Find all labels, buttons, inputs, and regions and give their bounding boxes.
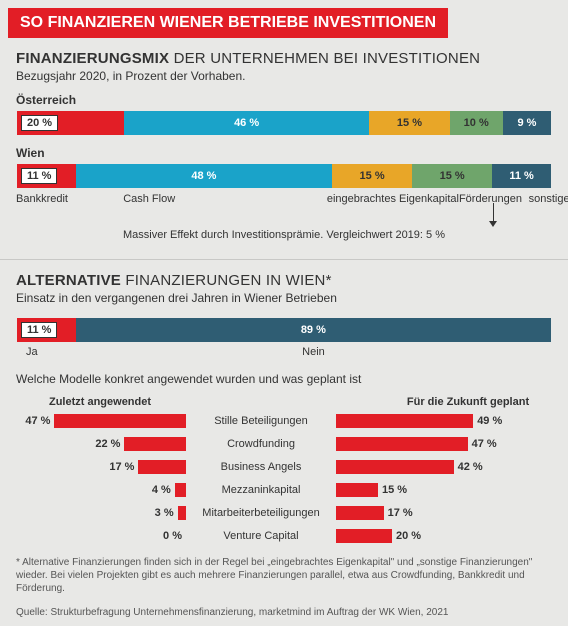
bar-segment: 48 % bbox=[76, 164, 332, 188]
alternative-bar: 11 %89 % bbox=[16, 317, 552, 343]
category-label: Cash Flow bbox=[123, 193, 327, 205]
butterfly-center-label: Mezzaninkapital bbox=[186, 484, 336, 496]
butterfly-right-header: Für die Zukunft geplant bbox=[284, 396, 552, 408]
bar-segment: 11 % bbox=[17, 164, 76, 188]
butterfly-row: 22 % Crowdfunding 47 % bbox=[16, 434, 552, 454]
stacked-row-label: Wien bbox=[16, 146, 552, 160]
footnote: * Alternative Finanzierungen finden sich… bbox=[16, 556, 552, 595]
section1-title: FINANZIERUNGSMIX DER UNTERNEHMEN BEI INV… bbox=[16, 50, 552, 67]
butterfly-row: 4 % Mezzaninkapital 15 % bbox=[16, 480, 552, 500]
section1-note: Massiver Effekt durch Investitionsprämie… bbox=[16, 229, 552, 241]
source: Quelle: Strukturbefragung Unternehmensfi… bbox=[16, 607, 552, 618]
butterfly-right-pct: 42 % bbox=[458, 461, 483, 473]
bar-segment: 11 % bbox=[17, 318, 76, 342]
category-labels: BankkreditCash Floweingebrachtes Eigenka… bbox=[16, 193, 552, 205]
bar-segment: 15 % bbox=[412, 164, 492, 188]
butterfly-right-pct: 49 % bbox=[477, 415, 502, 427]
butterfly-row: 17 % Business Angels 42 % bbox=[16, 457, 552, 477]
section-alternative: ALTERNATIVE FINANZIERUNGEN IN WIEN* Eins… bbox=[0, 260, 568, 626]
butterfly-right-bar bbox=[336, 483, 378, 497]
foerderungen-pointer bbox=[434, 203, 552, 227]
butterfly-right-pct: 47 % bbox=[472, 438, 497, 450]
bar-segment: 9 % bbox=[503, 111, 551, 135]
bar-segment: 20 % bbox=[17, 111, 124, 135]
butterfly-title: Welche Modelle konkret angewendet wurden… bbox=[16, 372, 552, 386]
stacked-row-label: Österreich bbox=[16, 93, 552, 107]
butterfly-right-pct: 17 % bbox=[388, 507, 413, 519]
bar-segment: 46 % bbox=[124, 111, 370, 135]
butterfly-left-pct: 3 % bbox=[155, 507, 174, 519]
category-label: eingebrachtes Eigenkapital bbox=[327, 193, 459, 205]
category-label: Förderungen bbox=[459, 193, 529, 205]
butterfly-right-bar bbox=[336, 437, 468, 451]
butterfly-center-label: Venture Capital bbox=[186, 530, 336, 542]
butterfly-right-bar bbox=[336, 529, 392, 543]
butterfly-left-bar bbox=[124, 437, 186, 451]
butterfly-left-pct: 17 % bbox=[109, 461, 134, 473]
page-title: SO FINANZIEREN WIENER BETRIEBE INVESTITI… bbox=[8, 8, 448, 38]
butterfly-left-bar bbox=[178, 506, 186, 520]
butterfly-center-label: Mitarbeiterbeteiligungen bbox=[186, 507, 336, 519]
alternative-bar-labels: JaNein bbox=[16, 346, 552, 358]
butterfly-row: 3 % Mitarbeiterbeteiligungen 17 % bbox=[16, 503, 552, 523]
butterfly-left-bar bbox=[138, 460, 186, 474]
section2-subtitle: Einsatz in den vergangenen drei Jahren i… bbox=[16, 291, 552, 305]
butterfly-row: 47 % Stille Beteiligungen 49 % bbox=[16, 411, 552, 431]
butterfly-left-header: Zuletzt angewendet bbox=[16, 396, 284, 408]
butterfly-right-bar bbox=[336, 414, 473, 428]
butterfly-center-label: Business Angels bbox=[186, 461, 336, 473]
butterfly-right-pct: 15 % bbox=[382, 484, 407, 496]
butterfly-right-bar bbox=[336, 506, 384, 520]
butterfly-left-pct: 47 % bbox=[25, 415, 50, 427]
bar-segment: 11 % bbox=[492, 164, 551, 188]
section-finanzierungsmix: FINANZIERUNGSMIX DER UNTERNEHMEN BEI INV… bbox=[0, 38, 568, 249]
bar-segment: 15 % bbox=[332, 164, 412, 188]
butterfly-left-pct: 4 % bbox=[152, 484, 171, 496]
bar-segment: 15 % bbox=[369, 111, 449, 135]
stacked-bar: 20 %46 %15 %10 %9 % bbox=[16, 110, 552, 136]
section1-subtitle: Bezugsjahr 2020, in Prozent der Vorhaben… bbox=[16, 69, 552, 83]
alternative-cat-label: Nein bbox=[75, 346, 552, 358]
butterfly-left-bar bbox=[175, 483, 186, 497]
butterfly-left-bar bbox=[54, 414, 186, 428]
butterfly-left-pct: 0 % bbox=[163, 530, 182, 542]
butterfly-center-label: Stille Beteiligungen bbox=[186, 415, 336, 427]
butterfly-chart: Zuletzt angewendet Für die Zukunft gepla… bbox=[16, 396, 552, 546]
section2-title: ALTERNATIVE FINANZIERUNGEN IN WIEN* bbox=[16, 272, 552, 289]
category-label: Bankkredit bbox=[16, 193, 123, 205]
stacked-bar: 11 %48 %15 %15 %11 % bbox=[16, 163, 552, 189]
bar-segment: 89 % bbox=[76, 318, 551, 342]
butterfly-center-label: Crowdfunding bbox=[186, 438, 336, 450]
alternative-cat-label: Ja bbox=[16, 346, 75, 358]
bar-segment: 10 % bbox=[450, 111, 503, 135]
butterfly-right-bar bbox=[336, 460, 454, 474]
category-label: sonstige Finanzierungen bbox=[529, 193, 568, 205]
butterfly-row: 0 % Venture Capital 20 % bbox=[16, 526, 552, 546]
butterfly-right-pct: 20 % bbox=[396, 530, 421, 542]
butterfly-left-pct: 22 % bbox=[95, 438, 120, 450]
